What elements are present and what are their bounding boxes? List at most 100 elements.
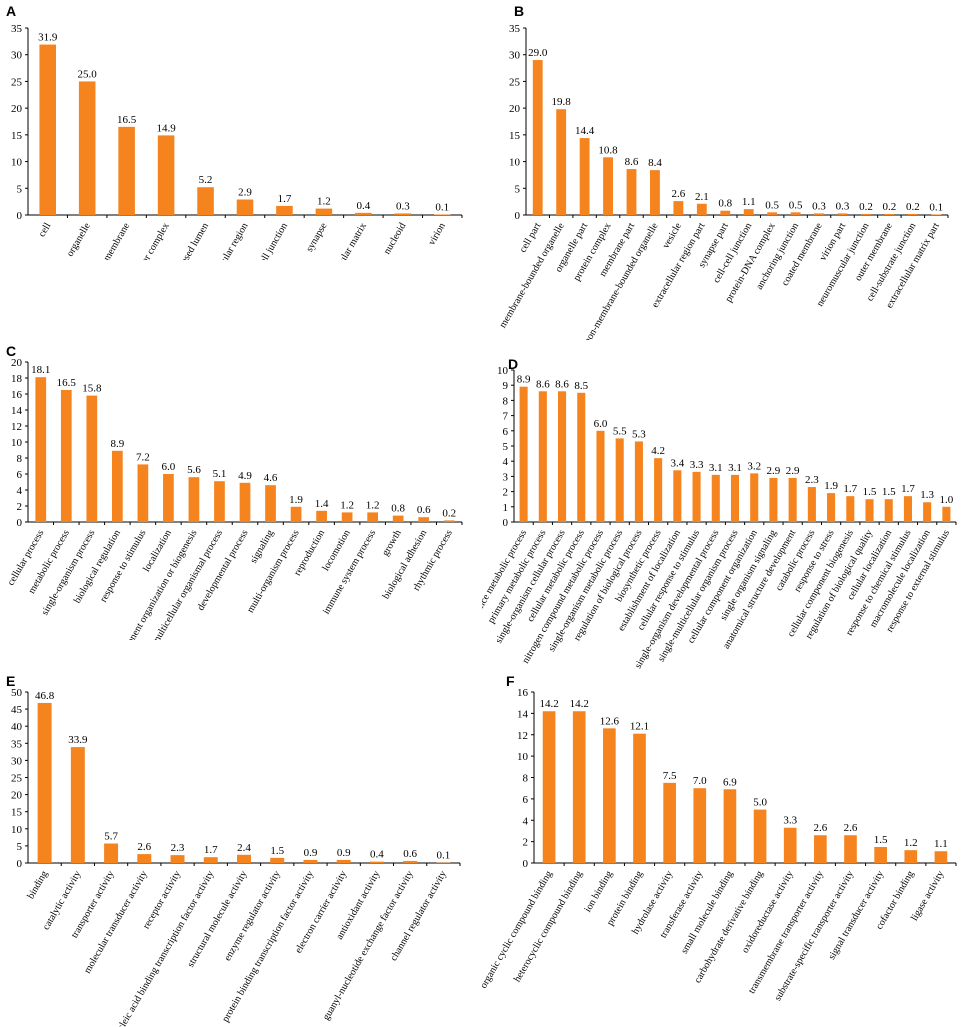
bar: [931, 214, 942, 215]
bar: [692, 471, 701, 522]
data-label: 2.6: [813, 822, 827, 834]
bar: [884, 213, 895, 215]
y-tick-label: 30: [509, 50, 521, 62]
bar: [86, 395, 98, 522]
bar: [303, 859, 318, 863]
y-tick-label: 12: [11, 421, 22, 433]
data-label: 10.8: [598, 144, 618, 156]
data-label: 14.2: [570, 698, 589, 710]
data-label: 4.6: [264, 472, 278, 484]
y-tick-label: 40: [11, 721, 23, 733]
y-tick-label: 0: [523, 858, 529, 870]
bar: [276, 205, 293, 215]
bar: [214, 481, 225, 522]
bar: [538, 391, 547, 522]
data-label: 1.1: [742, 196, 756, 208]
category-label: cell part: [518, 221, 544, 255]
data-label: 0.9: [337, 847, 351, 859]
y-tick-label: 9: [503, 380, 509, 392]
data-label: 3.1: [728, 462, 742, 474]
data-label: 0.1: [929, 201, 943, 213]
bar: [519, 386, 528, 522]
y-tick-label: 45: [11, 704, 23, 716]
bar: [654, 458, 663, 522]
y-tick-label: 6: [523, 794, 529, 806]
bar: [790, 212, 801, 215]
bar: [270, 857, 285, 863]
data-label: 0.6: [403, 848, 417, 860]
bar: [633, 733, 646, 863]
category-label: cell junction: [256, 221, 290, 260]
y-tick-label: 18: [11, 373, 23, 385]
data-label: 1.5: [882, 486, 896, 498]
bar: [443, 520, 455, 522]
bar: [577, 392, 586, 522]
y-tick-label: 0: [17, 858, 23, 870]
category-label: signaling: [248, 528, 276, 565]
data-label: 1.7: [278, 193, 292, 205]
bar: [265, 485, 276, 522]
category-label: structural molecule activity: [185, 869, 249, 969]
y-tick-label: 8: [503, 395, 509, 407]
data-label: 1.7: [901, 483, 915, 495]
y-tick-label: 35: [11, 23, 23, 35]
bar: [743, 209, 754, 215]
bar: [942, 506, 951, 522]
bar: [814, 213, 824, 215]
y-tick-label: 2: [523, 837, 529, 849]
data-label: 3.4: [670, 457, 684, 469]
bar: [846, 496, 855, 522]
bar: [769, 477, 778, 522]
data-label: 29.0: [528, 47, 548, 59]
data-label: 2.3: [171, 842, 185, 854]
bar: [723, 789, 737, 863]
data-label: 7.5: [663, 770, 677, 782]
bar: [788, 477, 797, 522]
y-tick-label: 5: [17, 183, 23, 195]
category-label: vesicle: [661, 221, 685, 251]
y-tick-label: 25: [11, 76, 23, 88]
data-label: 14.9: [156, 122, 176, 134]
data-label: 25.0: [78, 68, 98, 80]
bar: [603, 157, 613, 215]
bar: [367, 512, 379, 522]
category-label: organelle: [65, 221, 93, 259]
y-tick-label: 6: [503, 426, 509, 438]
bar: [316, 510, 327, 522]
data-label: 8.6: [536, 378, 550, 390]
data-label: 5.1: [213, 468, 227, 480]
data-label: 0.1: [435, 201, 449, 213]
data-label: 14.2: [539, 698, 558, 710]
data-label: 2.4: [237, 842, 251, 854]
data-label: 8.5: [574, 380, 588, 392]
y-tick-label: 5: [503, 441, 509, 453]
bar: [239, 482, 251, 522]
data-label: 8.9: [517, 374, 531, 386]
bar: [35, 377, 47, 522]
bar: [203, 857, 218, 863]
data-label: 0.6: [417, 504, 431, 516]
bar: [615, 438, 624, 522]
data-label: 1.7: [843, 483, 857, 495]
bar: [903, 496, 912, 522]
data-label: 0.2: [859, 201, 873, 213]
data-label: 7.0: [693, 775, 707, 787]
data-label: 5.2: [199, 174, 213, 186]
data-label: 3.1: [709, 462, 723, 474]
bar: [730, 474, 740, 522]
bar: [907, 213, 918, 215]
y-tick-label: 2: [503, 487, 509, 499]
data-label: 1.2: [904, 837, 918, 849]
data-label: 7.2: [136, 451, 150, 463]
category-label: molecular transducer activity: [82, 869, 150, 976]
category-label: nucleoid: [382, 221, 409, 256]
bar: [70, 747, 85, 863]
category-label: signal transducer activity: [826, 869, 886, 962]
y-tick-label: 1: [503, 502, 509, 514]
bar: [650, 170, 660, 215]
bar: [137, 464, 149, 522]
y-tick-label: 10: [497, 365, 509, 377]
y-tick-label: 16: [517, 687, 529, 699]
data-label: 5.0: [753, 797, 767, 809]
